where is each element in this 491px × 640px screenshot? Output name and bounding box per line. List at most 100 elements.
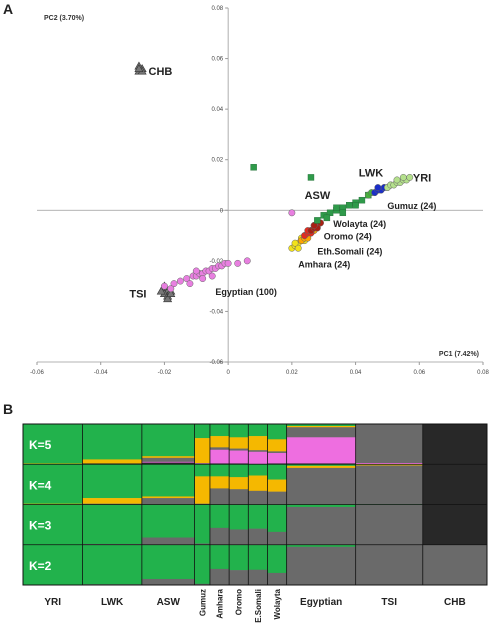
admix-segment-wolayta [267,464,287,480]
point-egyptian [208,272,216,280]
admix-segment-egyptian [286,506,356,546]
admix-segment-wolayta [267,491,287,505]
point-asw [333,204,340,211]
admix-segment-e-somali [248,451,268,465]
admix-segment-asw [141,424,195,457]
admixture-frame [22,423,488,586]
admix-segment-amhara [209,447,230,451]
annotation-oromo-24: Oromo (24) [324,232,372,242]
y-tick-label: 0.04 [211,107,223,113]
population-label-egyptian: Egyptian [300,597,342,608]
admix-segment-e-somali [248,528,268,546]
point-yri [393,176,401,184]
k-row-5 [23,424,488,465]
admix-segment-asw [141,537,195,546]
admix-segment-chb [422,544,488,586]
admix-segment-gumuz [194,504,211,544]
admix-segment-amhara [209,488,230,505]
population-label-chb: CHB [444,597,466,608]
x-tick-label: 0 [226,370,230,376]
x-tick-label: 0.06 [413,370,425,376]
k-label: K=2 [29,559,52,573]
admix-segment-asw [141,578,195,586]
admix-segment-amhara [209,476,230,489]
x-tick-label: 0.04 [350,370,362,376]
admix-segment-oromo [229,544,249,571]
point-asw [323,214,331,222]
admix-segment-wolayta [267,424,287,440]
point-asw [250,164,257,171]
admix-segment-amhara [209,464,230,477]
admix-segment-oromo [229,448,249,451]
admix-segment-e-somali [248,436,268,451]
admix-segment-tsi [355,424,424,464]
admix-segment-egyptian [286,544,356,548]
admix-segment-wolayta [267,531,287,546]
population-label-wolayta: Wolayta [273,588,282,619]
admix-segment-wolayta [267,544,287,574]
k-label: K=5 [29,438,52,452]
point-amhara [291,239,299,247]
admix-segment-egyptian [286,426,356,428]
point-amhara [294,244,302,252]
population-label-amhara: Amhara [216,588,225,618]
admix-segment-egyptian [286,424,356,427]
admix-segment-wolayta [267,572,287,586]
admix-segment-egyptian [286,467,356,505]
x-tick-label: -0.06 [30,370,44,376]
point-egyptian [183,275,191,283]
panel-a-label: A [3,1,13,17]
point-asw [339,209,347,217]
admix-segment-asw [141,457,195,463]
admix-segment-amhara [209,436,230,448]
admix-segment-oromo [229,570,249,586]
admix-segment-chb [422,464,488,505]
x-tick-label: -0.04 [94,370,108,376]
point-asw [358,196,366,204]
admix-segment-asw [141,496,195,499]
y-tick-label: 0.06 [211,57,223,63]
admix-segment-wolayta [267,452,287,464]
annotation-gumuz-24: Gumuz (24) [387,201,436,211]
annotation-wolayta-24: Wolayta (24) [333,219,386,229]
admix-segment-yri [23,464,83,504]
admix-segment-gumuz [194,544,211,585]
admix-segment-yri [23,424,83,464]
admix-segment-amhara [209,449,230,464]
admix-segment-egyptian [286,465,356,469]
y-tick-label: 0 [220,208,224,214]
admix-segment-wolayta [267,504,287,533]
k-label: K=3 [29,519,52,533]
panel-b-label: B [3,401,13,417]
population-label-lwk: LWK [101,597,124,608]
admix-segment-egyptian [286,437,356,464]
y-tick-label: -0.04 [209,309,223,315]
admix-segment-lwk [82,504,143,545]
admix-segment-gumuz [194,424,211,439]
admix-segment-lwk [82,544,143,585]
admix-segment-e-somali [248,450,268,453]
x-tick-label: 0.08 [477,370,489,376]
admix-segment-asw [141,462,195,465]
admix-segment-egyptian [286,504,356,508]
point-tsi [156,286,166,295]
admix-segment-lwk [82,498,143,504]
x-tick-label: 0.02 [286,370,298,376]
admix-segment-egyptian [286,464,356,467]
x-axis-label: PC1 (7.42%) [439,351,479,358]
admix-segment-gumuz [194,543,211,546]
admix-segment-lwk [82,459,143,464]
series-yri [383,173,414,191]
series-gumuz [371,184,388,197]
annotation-egyptian-100: Egyptian (100) [215,287,277,297]
admix-segment-tsi [355,464,424,466]
admix-segment-wolayta [267,479,287,492]
y-tick-label: 0.08 [211,6,223,12]
admix-segment-gumuz [194,476,211,504]
point-egyptian [170,280,178,288]
admix-segment-asw [141,498,195,505]
population-label-yri: YRI [44,597,61,608]
admix-segment-wolayta [267,439,287,452]
population-label-oromo: Oromo [235,589,244,615]
